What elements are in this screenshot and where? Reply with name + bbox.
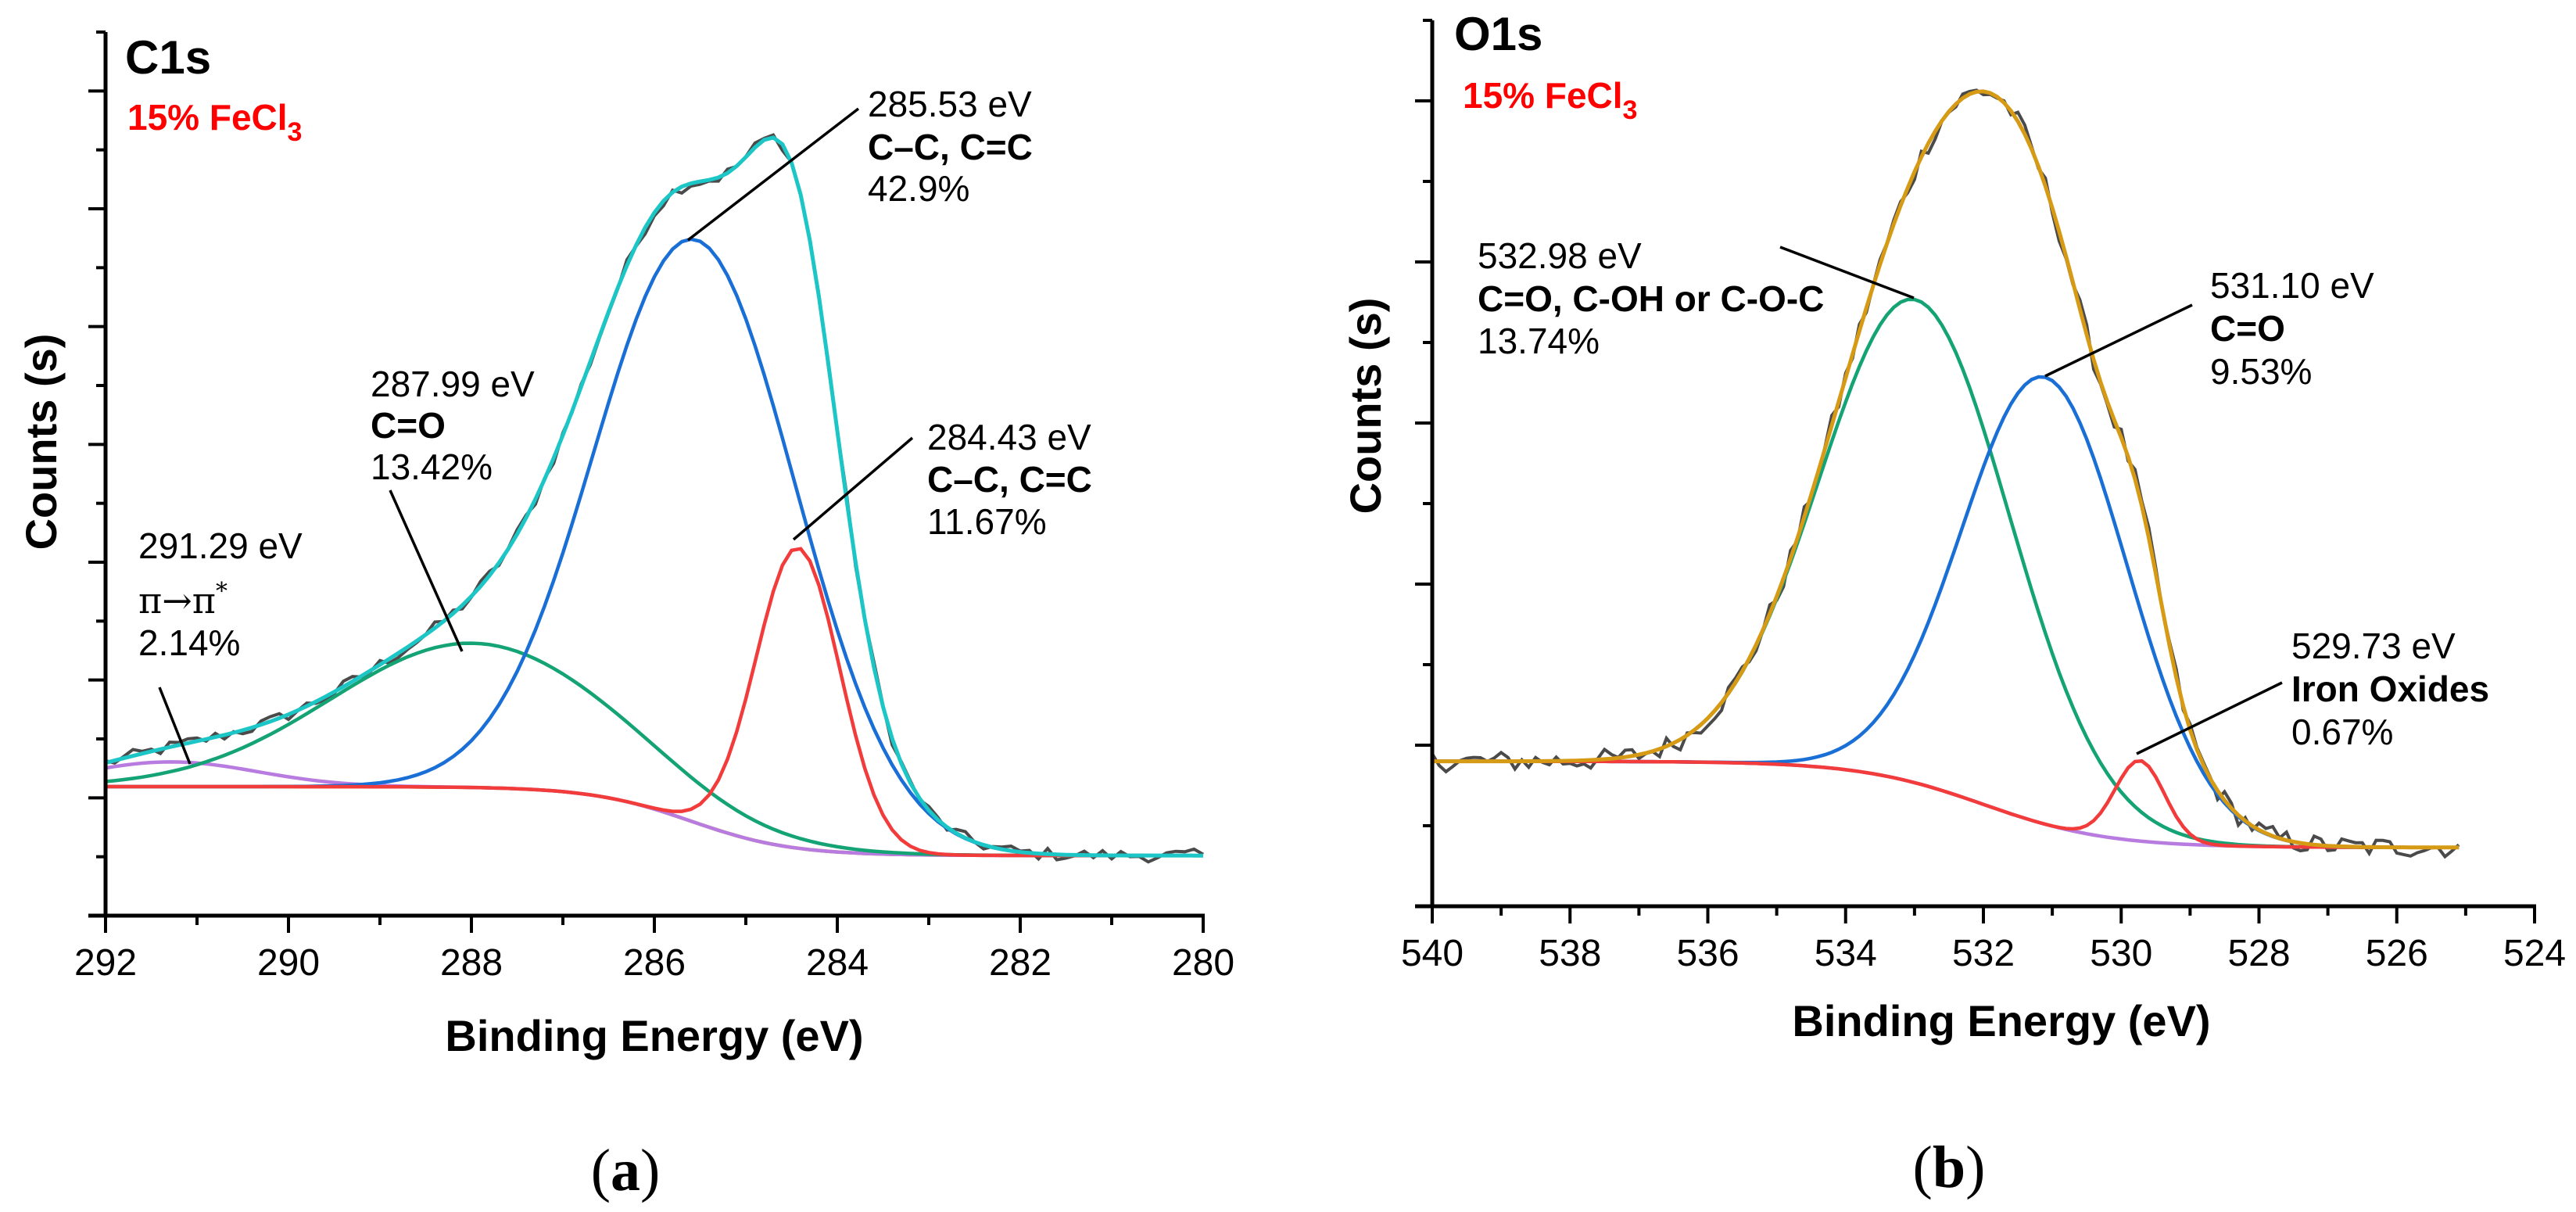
o1s-x-tick-label: 536 bbox=[1676, 933, 1739, 974]
o1s-x-tick-label: 524 bbox=[2503, 933, 2566, 974]
peak-assignment-superscript: * bbox=[216, 578, 228, 605]
peak-assignment-text: Iron Oxides bbox=[2291, 669, 2489, 709]
panel-label-b: (b) bbox=[1913, 1135, 1986, 1200]
panel-label-a-letter: a bbox=[611, 1138, 640, 1203]
o1s-peak-1-leader-line bbox=[2044, 303, 2193, 378]
panel-c1s: 292 290 288 286 284 282 280 291.29 eVπ→π*2.14%… bbox=[16, 30, 1234, 1203]
o1s-y-axis-label: Counts (s) bbox=[1341, 298, 1390, 515]
c1s-y-axis-label: Counts (s) bbox=[16, 334, 66, 550]
peak-percent-label: 13.42% bbox=[371, 446, 493, 487]
c1s-peak-3-line bbox=[106, 547, 1203, 858]
c1s-peak-2-leader-line bbox=[686, 107, 860, 242]
peak-energy-label: 529.73 eV bbox=[2291, 626, 2456, 666]
c1s-x-tick-label: 292 bbox=[74, 942, 137, 984]
peak-energy-label: 287.99 eV bbox=[371, 364, 535, 404]
o1s-peak-2-leader-line bbox=[2136, 681, 2283, 755]
o1s-envelope-line bbox=[1432, 89, 2460, 850]
c1s-curves bbox=[105, 133, 1204, 864]
peak-assignment-text: π→π bbox=[138, 579, 216, 622]
c1s-axes: 292 290 288 286 284 282 280 bbox=[74, 30, 1234, 984]
o1s-x-tick-label: 540 bbox=[1401, 933, 1464, 974]
c1s-background-line bbox=[106, 784, 1203, 858]
panel-label-a: (a) bbox=[591, 1138, 661, 1203]
c1s-peak-3-leader-line bbox=[792, 436, 914, 541]
peak-percent-label: 42.9% bbox=[868, 168, 969, 209]
peak-assignment-label: Iron Oxides bbox=[2291, 669, 2489, 709]
c1s-x-axis-label: Binding Energy (eV) bbox=[445, 1011, 863, 1060]
c1s-sample-label: 15% FeCl3 bbox=[127, 97, 302, 147]
panel-label-b-letter: b bbox=[1933, 1135, 1965, 1200]
c1s-annotations: 291.29 eVπ→π*2.14%287.99 eVC=O13.42%285.… bbox=[138, 84, 1092, 663]
c1s-peak-2-annotation: 285.53 eVC–C, C=C42.9% bbox=[868, 84, 1033, 209]
o1s-x-tick-label: 528 bbox=[2227, 933, 2290, 974]
peak-percent-label: 9.53% bbox=[2210, 351, 2312, 392]
c1s-peak-3-annotation: 284.43 eVC–C, C=C11.67% bbox=[927, 417, 1092, 542]
o1s-title: O1s bbox=[1454, 8, 1542, 60]
o1s-sample-subscript: 3 bbox=[1623, 95, 1638, 125]
c1s-peak-1-leader-line bbox=[389, 489, 464, 652]
c1s-leader-lines bbox=[158, 107, 914, 765]
c1s-sample-subscript: 3 bbox=[288, 117, 303, 147]
c1s-title: C1s bbox=[125, 31, 211, 84]
peak-assignment-label: C–C, C=C bbox=[927, 459, 1092, 500]
peak-assignment-label: π→π* bbox=[138, 578, 228, 622]
peak-assignment-text: C–C, C=C bbox=[868, 127, 1033, 167]
o1s-x-tick-label: 530 bbox=[2090, 933, 2152, 974]
o1s-peak-1-annotation: 531.10 eVC=O9.53% bbox=[2210, 265, 2374, 392]
c1s-envelope-line bbox=[105, 135, 1203, 858]
peak-energy-label: 532.98 eV bbox=[1478, 235, 1642, 276]
o1s-x-axis-label: Binding Energy (eV) bbox=[1792, 996, 2210, 1045]
o1s-annotations: 532.98 eVC=O, C-OH or C-O-C13.74% 531.10 … bbox=[1478, 235, 2489, 752]
panel-o1s: 540 538 536 534 532 530 528 526 524 532.98 eVC=O… bbox=[1341, 8, 2566, 1200]
c1s-sample-text: 15% FeCl bbox=[127, 97, 288, 138]
peak-assignment-label: C–C, C=C bbox=[868, 127, 1033, 167]
peak-energy-label: 284.43 eV bbox=[927, 417, 1091, 457]
peak-assignment-text: C=O bbox=[2210, 308, 2285, 349]
o1s-peak-1-line bbox=[1432, 375, 2460, 850]
peak-assignment-label: C=O bbox=[371, 405, 446, 446]
c1s-peak-1-annotation: 287.99 eVC=O13.42% bbox=[371, 364, 535, 487]
peak-assignment-text: C=O, C-OH or C-O-C bbox=[1478, 278, 1824, 319]
c1s-x-tick-label: 286 bbox=[623, 942, 686, 984]
c1s-x-tick-label: 284 bbox=[806, 942, 869, 984]
o1s-leader-lines bbox=[1779, 246, 2283, 755]
peak-assignment-label: C=O bbox=[2210, 308, 2285, 349]
c1s-x-tick-label: 288 bbox=[440, 942, 503, 984]
peak-percent-label: 11.67% bbox=[927, 501, 1047, 542]
peak-assignment-text: C=O bbox=[371, 405, 446, 446]
peak-assignment-label: C=O, C-OH or C-O-C bbox=[1478, 278, 1824, 319]
c1s-x-tick-label: 290 bbox=[257, 942, 320, 984]
c1s-peak-0-annotation: 291.29 eVπ→π*2.14% bbox=[138, 525, 303, 663]
o1s-x-tick-label: 532 bbox=[1952, 933, 2015, 974]
peak-energy-label: 531.10 eV bbox=[2210, 265, 2374, 306]
o1s-curves bbox=[1431, 88, 2460, 859]
o1s-peak-2-line bbox=[1432, 758, 2460, 850]
o1s-background-line bbox=[1432, 759, 2460, 850]
o1s-axes: 540 538 536 534 532 530 528 526 524 bbox=[1401, 19, 2566, 974]
peak-energy-label: 291.29 eV bbox=[138, 525, 303, 566]
peak-percent-label: 0.67% bbox=[2291, 712, 2393, 752]
o1s-peak-0-leader-line bbox=[1779, 246, 1915, 299]
peak-percent-label: 13.74% bbox=[1478, 321, 1600, 361]
c1s-x-tick-label: 280 bbox=[1172, 942, 1234, 984]
c1s-peak-1-line bbox=[105, 641, 1203, 858]
c1s-peak-0-leader-line bbox=[158, 687, 192, 765]
c1s-x-tick-label: 282 bbox=[989, 942, 1052, 984]
o1s-peak-0-annotation: 532.98 eVC=O, C-OH or C-O-C13.74% bbox=[1478, 235, 1824, 361]
peak-energy-label: 285.53 eV bbox=[868, 84, 1032, 124]
o1s-x-tick-label: 534 bbox=[1815, 933, 1877, 974]
o1s-sample-text: 15% FeCl bbox=[1463, 75, 1623, 116]
o1s-sample-label: 15% FeCl3 bbox=[1463, 75, 1637, 125]
o1s-x-tick-label: 538 bbox=[1539, 933, 1601, 974]
peak-percent-label: 2.14% bbox=[138, 622, 240, 663]
o1s-x-tick-label: 526 bbox=[2366, 933, 2428, 974]
peak-assignment-text: C–C, C=C bbox=[927, 459, 1092, 500]
